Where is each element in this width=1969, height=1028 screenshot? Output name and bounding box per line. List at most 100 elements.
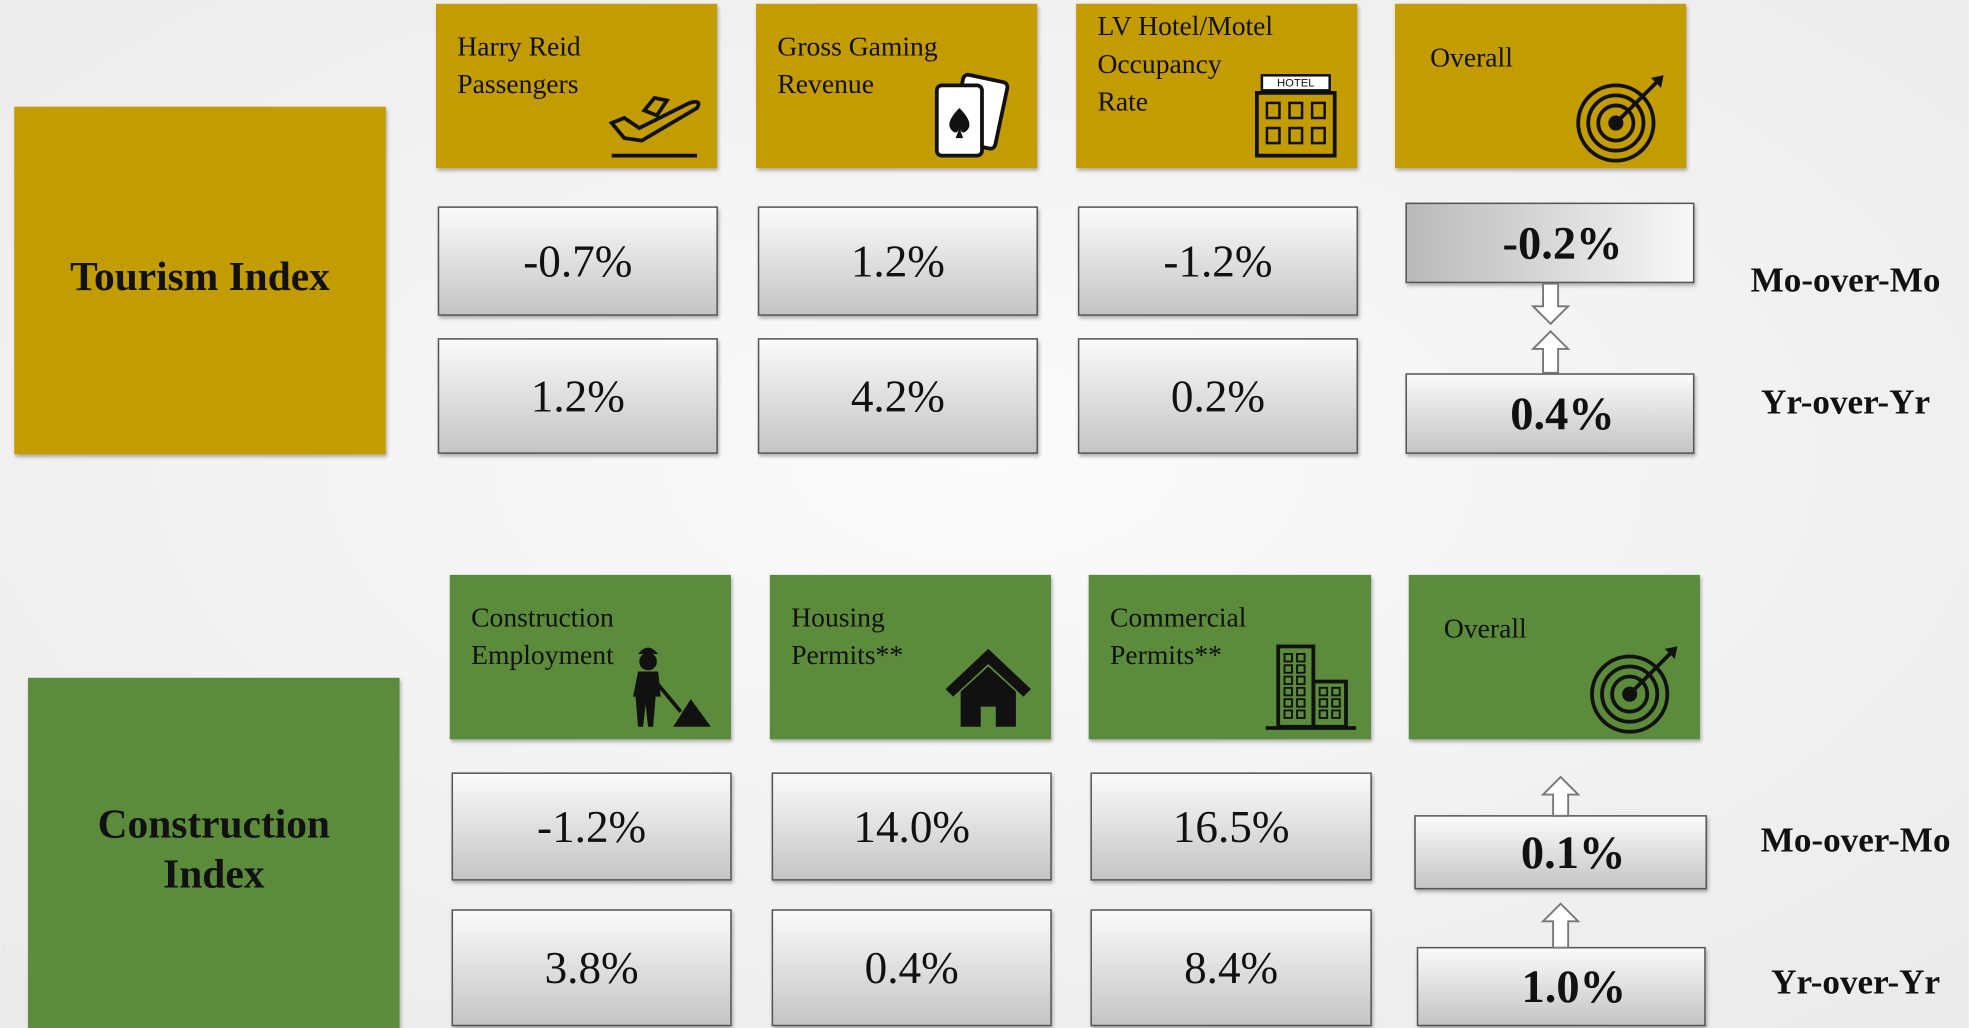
- icon: [1590, 654, 1670, 734]
- label-line: Passengers: [457, 68, 578, 99]
- label-line: Harry Reid: [457, 30, 581, 61]
- icon: [1331, 698, 1341, 708]
- icon: [1310, 126, 1326, 145]
- value: 8.4%: [1184, 943, 1278, 993]
- icon: [1283, 686, 1293, 697]
- icon: [1614, 79, 1660, 125]
- icon: [1283, 664, 1293, 674]
- label-line: Construction: [471, 601, 614, 632]
- icon: [1318, 698, 1329, 708]
- arrow: [1540, 902, 1581, 949]
- value: 4.2%: [851, 371, 945, 421]
- icon: [1296, 709, 1306, 719]
- value-box: [437, 338, 718, 454]
- icon: [1318, 686, 1329, 697]
- overall-value: 0.1%: [1521, 828, 1625, 879]
- arrow: [1530, 282, 1571, 326]
- icon: [1576, 83, 1656, 163]
- icon: [949, 107, 970, 139]
- index-title: Construction: [98, 800, 330, 846]
- metric-header: [435, 3, 718, 169]
- icon: [1610, 674, 1650, 714]
- value-box: [757, 206, 1038, 316]
- value: 0.4%: [865, 943, 959, 993]
- icon: [1296, 698, 1306, 708]
- value: -1.2%: [1163, 236, 1272, 286]
- value-box: [451, 772, 732, 881]
- value: -0.7%: [523, 236, 632, 286]
- icon: [1265, 126, 1281, 145]
- value-box: [437, 206, 718, 316]
- icon: [1296, 686, 1306, 697]
- overall-box: [1405, 202, 1695, 284]
- row-label: Mo-over-Mo: [1761, 821, 1951, 860]
- value: 1.2%: [531, 371, 625, 421]
- icon: [1651, 75, 1664, 88]
- icon: [1283, 675, 1293, 686]
- icon: [1664, 646, 1678, 659]
- value: 14.0%: [853, 802, 970, 852]
- icon: [1318, 709, 1329, 719]
- icon: [1331, 709, 1341, 719]
- icon: [945, 648, 1031, 727]
- row-label: Mo-over-Mo: [1751, 261, 1941, 300]
- icon: [1288, 101, 1304, 120]
- overall-box: [1416, 946, 1706, 1027]
- icon: [1265, 101, 1281, 120]
- label-line: Overall: [1444, 613, 1527, 644]
- value-box: [1090, 772, 1372, 881]
- icon: [1296, 675, 1306, 686]
- icon: [1283, 653, 1293, 663]
- metric-header: [1394, 3, 1687, 169]
- overall-value: 0.4%: [1510, 389, 1614, 440]
- overall-value: -0.2%: [1503, 219, 1623, 270]
- label-line: Employment: [471, 639, 614, 670]
- value: 3.8%: [545, 943, 639, 993]
- icon: [639, 652, 657, 671]
- icon: [1296, 664, 1306, 674]
- arrow: [1540, 775, 1581, 817]
- label-line: Overall: [1430, 42, 1513, 73]
- icon: [1260, 74, 1331, 92]
- value-box: [757, 338, 1038, 454]
- value: -1.2%: [537, 802, 646, 852]
- value-box: [1090, 909, 1372, 1027]
- metric-header: [1088, 574, 1372, 740]
- icon: [1283, 709, 1293, 719]
- label-line: Occupancy: [1097, 48, 1221, 79]
- row-label: Yr-over-Yr: [1771, 962, 1940, 1001]
- value-box: [1077, 206, 1359, 316]
- index-box: [28, 677, 400, 1028]
- icon: [654, 680, 683, 713]
- value-box: [451, 909, 732, 1027]
- icon: [1600, 664, 1660, 724]
- arrow: [1530, 330, 1571, 374]
- icon: [1296, 653, 1306, 663]
- icon-text: HOTEL: [1277, 77, 1315, 89]
- icon: [673, 699, 711, 727]
- index-title: Index: [163, 851, 265, 897]
- icon: [1628, 650, 1674, 696]
- label-line: LV Hotel/Motel: [1097, 10, 1273, 41]
- value: 1.2%: [851, 236, 945, 286]
- row-label: Yr-over-Yr: [1761, 382, 1930, 421]
- label-line: Permits**: [1110, 639, 1222, 670]
- icon: [608, 95, 701, 143]
- label-line: Rate: [1097, 86, 1148, 117]
- label-line: Gross Gaming: [777, 30, 937, 61]
- index-box: [14, 106, 386, 455]
- value-box: [771, 772, 1052, 881]
- icon: [1331, 686, 1341, 697]
- value-box: [1077, 338, 1359, 454]
- value-box: [771, 909, 1052, 1027]
- value: 0.2%: [1171, 371, 1265, 421]
- icon: [1586, 93, 1646, 153]
- icon: [638, 647, 659, 654]
- icon: [633, 671, 661, 727]
- icon: [1310, 101, 1326, 120]
- icon: [1283, 698, 1293, 708]
- icon: [1596, 103, 1636, 143]
- icon: [1288, 126, 1304, 145]
- label-line: Commercial: [1110, 601, 1247, 632]
